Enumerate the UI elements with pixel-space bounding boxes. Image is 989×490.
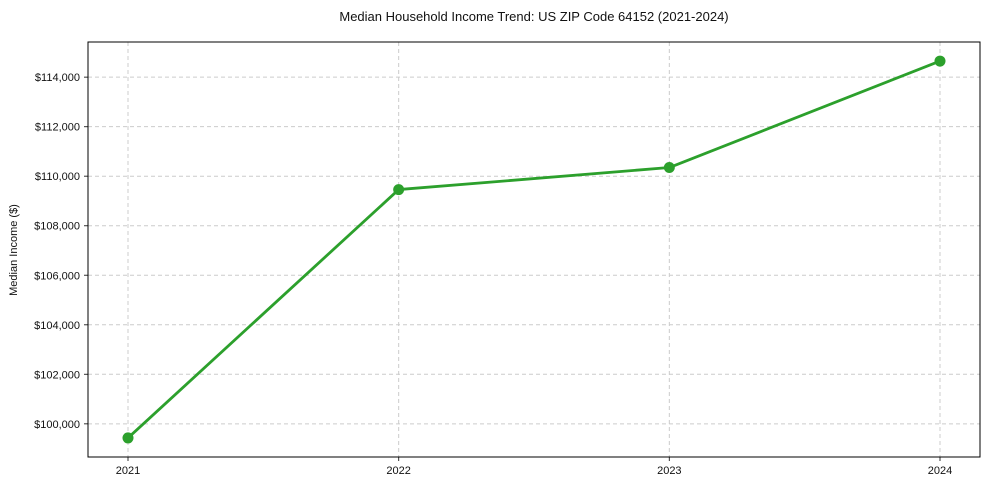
x-tick-label: 2023: [657, 465, 681, 477]
data-line: [126, 59, 942, 440]
y-tick-label: $100,000: [34, 419, 80, 431]
x-tick-label: 2021: [116, 465, 140, 477]
data-point: [934, 55, 946, 67]
plot-background: [88, 42, 980, 457]
gridlines: [88, 42, 980, 457]
y-tick-label: $104,000: [34, 320, 80, 332]
y-tick-label: $114,000: [35, 72, 80, 84]
y-tick-label: $110,000: [35, 171, 80, 183]
y-tick-label: $108,000: [34, 221, 80, 233]
x-tick-label: 2024: [928, 465, 952, 477]
y-tick-label: $102,000: [34, 369, 80, 381]
data-point: [122, 432, 134, 444]
data-point: [663, 162, 675, 174]
y-tick-label: $106,000: [34, 270, 80, 282]
chart-title: Median Household Income Trend: US ZIP Co…: [339, 9, 729, 24]
y-axis-title: Median Income ($): [8, 204, 20, 296]
y-tick-label: $112,000: [35, 122, 80, 134]
data-point: [393, 184, 405, 196]
x-tick-label: 2022: [386, 465, 410, 477]
plot-border: [87, 41, 981, 458]
